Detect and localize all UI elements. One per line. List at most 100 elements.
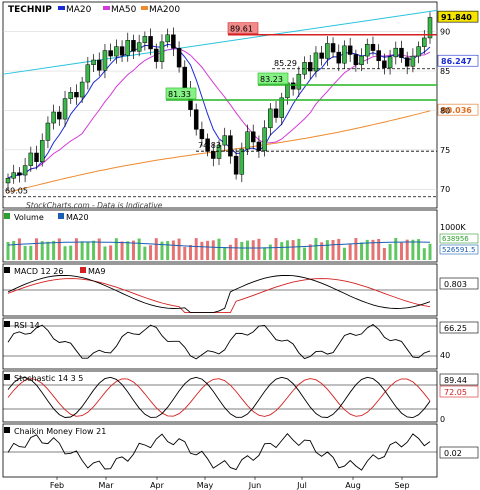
price-tag: 86.247 xyxy=(441,57,472,66)
level-label: 69.05 xyxy=(5,187,28,196)
candle-body xyxy=(268,108,273,129)
candle-body xyxy=(211,151,216,159)
volume-bar xyxy=(46,241,50,260)
candle-body xyxy=(45,122,51,141)
legend-rsi: RSI 14 xyxy=(14,321,40,330)
volume-bar xyxy=(228,244,232,260)
candle-body xyxy=(376,50,381,62)
macd-signal-line xyxy=(7,278,431,314)
price-tag-box xyxy=(437,10,479,23)
volume-bar xyxy=(337,238,341,260)
candle-body xyxy=(233,155,239,175)
volume-bar xyxy=(149,245,153,260)
legend-ma50: MA50 xyxy=(111,5,137,15)
volume-legend: Volume MA20 1000K xyxy=(4,213,466,232)
candle-body xyxy=(307,62,313,72)
candle-body xyxy=(91,59,96,65)
candle-body xyxy=(370,43,376,51)
volume-bar xyxy=(371,239,375,260)
volume-bar xyxy=(417,239,421,260)
candle-body xyxy=(319,52,324,59)
rsi-line xyxy=(7,324,431,360)
candle-body xyxy=(136,42,142,52)
volume-bar xyxy=(57,238,61,260)
volume-bar xyxy=(263,247,267,260)
volume-bar xyxy=(29,245,33,260)
candle-body xyxy=(148,36,153,50)
volume-bar xyxy=(251,240,255,260)
volume-bar xyxy=(12,241,16,260)
volume-bar xyxy=(234,238,238,260)
level-label-box xyxy=(257,72,289,85)
volume-bar xyxy=(160,241,164,260)
volume-bar xyxy=(177,238,181,260)
price-tick-label: 80 xyxy=(440,106,450,115)
cmf-legend: Chaikin Money Flow 21 xyxy=(4,427,106,436)
legend-macd-ma9: MA9 xyxy=(88,267,105,276)
candle-body xyxy=(399,47,404,58)
volume-bar xyxy=(314,238,318,260)
candle-body xyxy=(199,129,205,140)
volume-bar xyxy=(382,247,386,260)
price-legend: TECHNIP MA20 MA50 MA200 xyxy=(8,5,180,15)
candle-body xyxy=(22,165,28,176)
candle-body xyxy=(142,36,148,43)
x-tick-label: Aug xyxy=(345,481,361,490)
candle-body xyxy=(28,152,34,166)
candle-body xyxy=(336,51,342,64)
volume-bar xyxy=(217,238,221,260)
ma20-line xyxy=(7,43,431,179)
legend-volume-ma20: MA20 xyxy=(66,213,89,222)
cmf-line xyxy=(7,433,431,471)
legend-cmf: Chaikin Money Flow 21 xyxy=(14,427,106,436)
volume-bar xyxy=(280,242,284,260)
volume-bar xyxy=(120,241,124,260)
x-tick-label: Apr xyxy=(150,481,165,490)
volume-bar xyxy=(240,241,244,260)
candle-body xyxy=(154,48,159,62)
volume-bar xyxy=(74,238,78,260)
rsi-tick-40: 40 xyxy=(440,351,450,360)
candle-body xyxy=(5,177,11,184)
candle-body xyxy=(296,73,302,90)
level-label: 81.33 xyxy=(168,90,191,99)
candle-body xyxy=(330,43,336,53)
candle-body xyxy=(176,47,182,68)
volume-bar xyxy=(246,240,250,260)
volume-bar xyxy=(342,247,346,260)
candle-body xyxy=(51,111,56,124)
candle-body xyxy=(279,97,284,118)
candle-body xyxy=(313,52,319,72)
candle-body xyxy=(34,152,39,162)
level-label: 74.83 xyxy=(198,141,221,150)
volume-bar xyxy=(411,239,415,260)
volume-bar xyxy=(154,238,158,260)
volume-bar xyxy=(285,240,289,260)
price-tick-label: 70 xyxy=(440,185,450,194)
candle-body xyxy=(108,50,113,57)
level-label-box xyxy=(227,22,259,35)
volume-tag: 638956 xyxy=(442,235,469,243)
level-label: 85.29 xyxy=(274,59,297,68)
candle-body xyxy=(216,144,222,159)
candle-body xyxy=(11,172,16,179)
candle-body xyxy=(57,111,62,120)
trend-channel-line xyxy=(2,9,438,75)
candle-body xyxy=(85,64,91,83)
candle-body xyxy=(365,43,370,57)
candle-body xyxy=(382,60,387,69)
volume-bar xyxy=(257,238,261,260)
legend-ma20: MA20 xyxy=(66,5,92,15)
volume-bar xyxy=(291,240,295,260)
volume-bar xyxy=(325,240,329,260)
macd-legend: MACD 12 26 MA9 xyxy=(4,267,105,276)
candle-body xyxy=(353,54,359,65)
rsi-legend: RSI 14 xyxy=(4,321,40,330)
candle-body xyxy=(68,92,73,99)
candle-body xyxy=(273,108,279,118)
x-tick-label: Mar xyxy=(98,481,114,490)
level-label: 83.23 xyxy=(260,75,283,84)
volume-bar xyxy=(377,239,381,260)
volume-bar xyxy=(268,244,272,260)
volume-bar xyxy=(166,241,170,260)
